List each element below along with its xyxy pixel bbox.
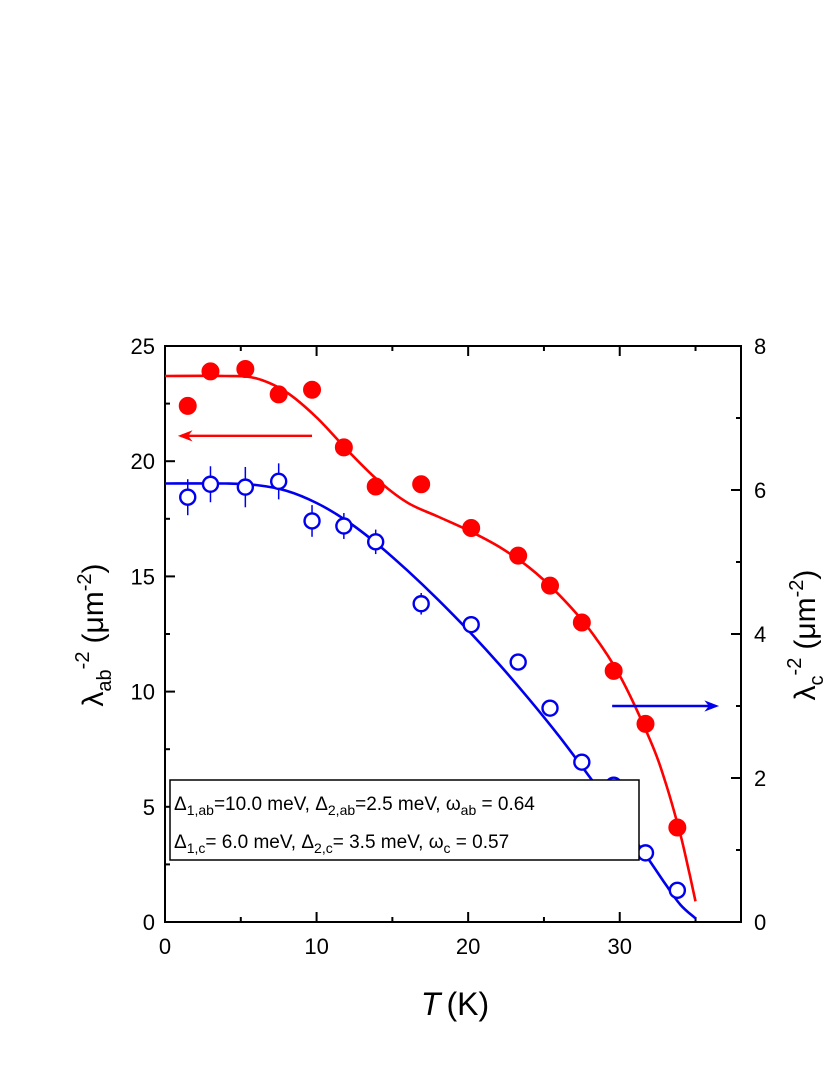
y-left-tick-label: 5 xyxy=(143,795,155,820)
arrow-head-left xyxy=(177,430,193,442)
y-left-title-sup: -2 xyxy=(72,652,94,670)
data-point-left xyxy=(366,477,385,496)
data-point-right xyxy=(366,533,385,551)
y-axis-right-title: λc-2(μm-2) xyxy=(784,570,828,701)
data-point-right xyxy=(269,472,288,491)
data-point-left xyxy=(412,475,431,494)
annotation-text: Δ xyxy=(174,832,187,853)
annotation-text: ω xyxy=(429,832,444,853)
y-left-title-symbol: λ xyxy=(77,692,110,707)
data-point-left xyxy=(462,519,481,538)
annotation-text: Δ xyxy=(315,794,328,815)
annotation-subscript: 2,ab xyxy=(328,802,355,818)
y-right-title-unit-open: ( xyxy=(789,640,822,650)
annotation-text: Δ xyxy=(301,832,314,853)
annotation-text: =2.5 meV, xyxy=(355,794,446,815)
y-right-tick-label: 6 xyxy=(754,478,766,503)
data-point-right xyxy=(668,881,687,900)
parameter-annotation-box: Δ1,ab=10.0 meV, Δ2,ab=2.5 meV, ωab = 0.6… xyxy=(169,779,640,861)
y-left-title-unit-symbol: μm xyxy=(77,591,110,633)
data-point-right xyxy=(573,753,591,771)
annotation-line-2: Δ1,c= 6.0 meV, Δ2,c= 3.5 meV, ωc = 0.57 xyxy=(174,832,509,856)
y-right-tick-label: 4 xyxy=(754,622,766,647)
annotation-text: = 0.64 xyxy=(476,794,535,815)
y-axis-right: 0 2 4 6 8 xyxy=(731,334,766,935)
data-point-right xyxy=(462,615,480,634)
data-point-left xyxy=(541,576,560,595)
annotation-text: Δ xyxy=(174,794,187,815)
data-point-left xyxy=(334,438,353,457)
annotation-line-1: Δ1,ab=10.0 meV, Δ2,ab=2.5 meV, ωab = 0.6… xyxy=(174,794,535,818)
y-axis-left: 0 5 10 15 20 25 xyxy=(131,334,175,935)
y-right-title-unit-sup: -2 xyxy=(786,580,808,598)
data-point-right xyxy=(335,517,353,535)
data-point-left xyxy=(178,396,197,415)
data-point-right xyxy=(201,475,220,493)
x-axis: 0 10 20 30 xyxy=(159,346,697,959)
y-left-title-unit-open: ( xyxy=(77,634,110,644)
data-point-right xyxy=(541,699,559,717)
data-point-left xyxy=(269,385,288,404)
annotation-text: = 0.57 xyxy=(451,832,510,853)
data-point-left xyxy=(201,362,220,381)
arrow-head-right xyxy=(704,700,720,712)
annotation-text: = 3.5 meV, xyxy=(333,832,429,853)
y-left-tick-label: 25 xyxy=(131,334,155,359)
y-left-tick-label: 15 xyxy=(131,564,155,589)
y-right-title-unit-symbol: μm xyxy=(789,597,822,639)
annotation-text: = 6.0 meV, xyxy=(205,832,301,853)
y-left-tick-label: 0 xyxy=(143,910,155,935)
y-right-tick-label: 0 xyxy=(754,910,766,935)
data-point-right xyxy=(236,478,255,496)
data-point-right xyxy=(179,488,197,506)
x-axis-title-unit: (K) xyxy=(446,986,489,1022)
data-point-left xyxy=(668,818,687,837)
annotation-subscript: 2,c xyxy=(314,840,333,856)
data-point-left xyxy=(572,613,591,632)
data-point-left xyxy=(636,714,655,733)
x-axis-title-symbol: T xyxy=(421,986,443,1022)
data-point-left xyxy=(509,546,528,565)
x-tick-label: 0 xyxy=(159,934,171,959)
annotation-subscript: ab xyxy=(461,802,477,818)
data-point-left xyxy=(236,360,255,379)
y-left-title-unit-sup: -2 xyxy=(74,573,96,591)
annotation-subscript: c xyxy=(444,840,451,856)
y-left-title-unit-close: ) xyxy=(77,563,110,573)
annotation-subscript: 1,c xyxy=(187,840,206,856)
data-point-right xyxy=(412,595,430,613)
y-right-title-sub: c xyxy=(806,675,828,685)
data-markers xyxy=(178,360,687,900)
y-right-title-symbol: λ xyxy=(789,685,822,700)
annotation-text: =10.0 meV, xyxy=(214,794,315,815)
y-right-tick-label: 2 xyxy=(754,766,766,791)
data-point-right xyxy=(509,653,527,671)
annotation-frame xyxy=(169,779,640,861)
x-axis-title: T (K) xyxy=(421,986,489,1022)
data-point-right xyxy=(636,844,655,862)
y-right-tick-label: 8 xyxy=(754,334,766,359)
data-point-left xyxy=(303,380,322,399)
annotation-text: ω xyxy=(446,794,461,815)
annotation-subscript: 1,ab xyxy=(187,802,214,818)
y-right-title-unit-close: ) xyxy=(789,570,822,580)
axis-arrows xyxy=(177,430,720,712)
y-right-title-sup: -2 xyxy=(784,658,806,676)
data-point-left xyxy=(604,661,623,680)
y-left-title-sub: ab xyxy=(94,669,116,691)
x-tick-label: 20 xyxy=(456,934,480,959)
fit-line-left xyxy=(164,374,697,902)
x-tick-label: 30 xyxy=(607,934,631,959)
y-left-tick-label: 10 xyxy=(131,680,155,705)
y-left-tick-label: 20 xyxy=(131,449,155,474)
y-axis-left-title: λab-2(μm-2) xyxy=(72,563,116,706)
data-point-right xyxy=(303,512,321,530)
x-tick-label: 10 xyxy=(304,934,328,959)
